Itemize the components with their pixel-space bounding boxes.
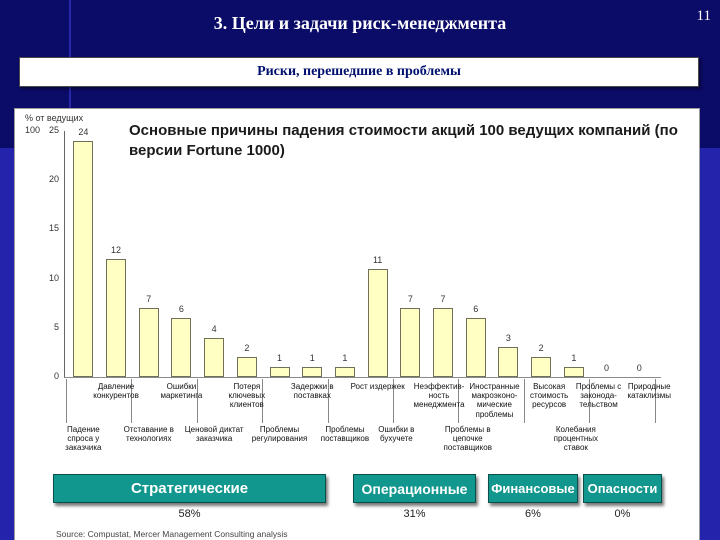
- x-category-label: Проблемы в цепочке поставщиков: [443, 425, 492, 453]
- x-category-label: Отставание в технологиях: [123, 425, 174, 444]
- bar: [302, 367, 323, 377]
- bar: [465, 317, 486, 377]
- risk-group-percent: 0%: [614, 508, 631, 520]
- y-tick-label: 0: [53, 371, 59, 381]
- bar: [73, 140, 94, 377]
- x-category-label: Задержки в поставках: [290, 382, 334, 401]
- bar-value-label: 6: [178, 303, 184, 314]
- x-category-label: Высокая стоимость ресурсов: [530, 382, 569, 410]
- bar: [106, 258, 127, 377]
- bar-value-label: 1: [309, 353, 315, 364]
- subtitle-box: Риски, перешедшие в проблемы: [19, 57, 699, 87]
- x-category-label: Колебания процентных ставок: [553, 425, 599, 453]
- axis-separator-tick: [262, 379, 264, 423]
- bar: [171, 317, 192, 377]
- bar: [269, 367, 290, 377]
- axis-separator-tick: [523, 379, 525, 423]
- axis-separator-tick: [654, 379, 656, 423]
- bar: [236, 357, 257, 377]
- bar: [204, 337, 225, 377]
- bar: [334, 367, 355, 377]
- axis-separator-tick: [327, 379, 329, 423]
- risk-group-box: Операционные: [353, 474, 476, 503]
- x-category-label: Проблемы с законода-тельством: [575, 382, 622, 410]
- y-axis-line: [64, 131, 65, 377]
- y-tick-label: 15: [48, 223, 59, 234]
- risk-group-box: Стратегические: [53, 474, 326, 503]
- y-tick-label: 10: [48, 272, 59, 283]
- x-category-label: Неэффектив-ность менеджмента: [413, 382, 465, 410]
- x-category-label: Рост издержек: [350, 382, 405, 391]
- axis-separator-tick: [66, 379, 67, 423]
- bar-value-label: 7: [407, 294, 413, 305]
- bar: [563, 367, 584, 377]
- bar: [400, 308, 421, 377]
- bar-value-label: 4: [211, 323, 217, 334]
- background-accent-line: [69, 0, 71, 110]
- bar-chart: % от ведущих 100 Основные причины падени…: [15, 109, 699, 540]
- risk-group-percent: 58%: [178, 508, 201, 520]
- slide-title: 3. Цели и задачи риск-менеджмента: [213, 13, 507, 33]
- bar-value-label: 2: [244, 343, 250, 354]
- axis-separator-tick: [589, 379, 591, 423]
- axis-separator-tick: [393, 379, 394, 423]
- bar-value-label: 11: [372, 254, 383, 265]
- bar-value-label: 7: [146, 294, 152, 305]
- bar-value-label: 0: [636, 363, 642, 373]
- y-tick-label: 25: [48, 125, 59, 135]
- y-tick-label: 5: [53, 321, 59, 332]
- axis-separator-tick: [458, 379, 460, 423]
- bar: [433, 308, 454, 377]
- y-axis-title: % от ведущих 100: [25, 113, 84, 135]
- risk-group-box: Финансовые: [488, 474, 578, 503]
- axis-separator-tick: [131, 379, 133, 423]
- bar-value-label: 2: [538, 343, 544, 354]
- y-tick-label: 20: [48, 174, 59, 185]
- bar-value-label: 1: [342, 353, 348, 364]
- page-number: 11: [696, 8, 711, 24]
- bar-value-label: 1: [571, 353, 577, 364]
- risk-group-percent: 31%: [403, 508, 426, 520]
- x-category-label: Иностранные макроэконо-мические проблемы: [469, 382, 520, 419]
- bar: [531, 357, 552, 377]
- bar-value-label: 7: [440, 294, 446, 305]
- chart-source: Source: Compustat, Mercer Management Con…: [56, 529, 288, 539]
- x-category-label: Ценовой диктат заказчика: [184, 425, 244, 444]
- x-category-label: Потеря ключевых клиентов: [228, 382, 266, 410]
- x-category-label: Падение спроса у заказчика: [65, 425, 102, 453]
- bar-value-label: 1: [277, 353, 283, 364]
- x-category-label: Ошибки в бухучете: [378, 425, 415, 444]
- risk-group-box: Опасности: [583, 474, 662, 503]
- axis-separator-tick: [196, 379, 198, 423]
- bar-value-label: 12: [111, 244, 122, 255]
- x-category-label: Природные катаклизмы: [627, 382, 672, 401]
- bar-value-label: 3: [505, 333, 511, 344]
- bar-value-label: 0: [604, 363, 610, 373]
- chart-title: Основные причины падения стоимости акций…: [129, 122, 678, 159]
- chart-panel: % от ведущих 100 Основные причины падени…: [14, 108, 700, 540]
- bar-value-label: 6: [473, 303, 479, 314]
- bar-value-label: 24: [78, 126, 89, 137]
- subtitle-text: Риски, перешедшие в проблемы: [257, 64, 461, 79]
- bar: [367, 268, 388, 377]
- x-axis-line: [64, 377, 661, 378]
- bar: [138, 308, 159, 377]
- x-category-label: Давление конкурентов: [93, 382, 139, 401]
- x-category-label: Ошибки маркетинга: [160, 382, 203, 401]
- x-category-label: Проблемы регулирования: [251, 425, 308, 444]
- risk-group-percent: 6%: [525, 508, 541, 520]
- x-category-label: Проблемы поставщиков: [320, 425, 370, 444]
- bar: [498, 347, 519, 377]
